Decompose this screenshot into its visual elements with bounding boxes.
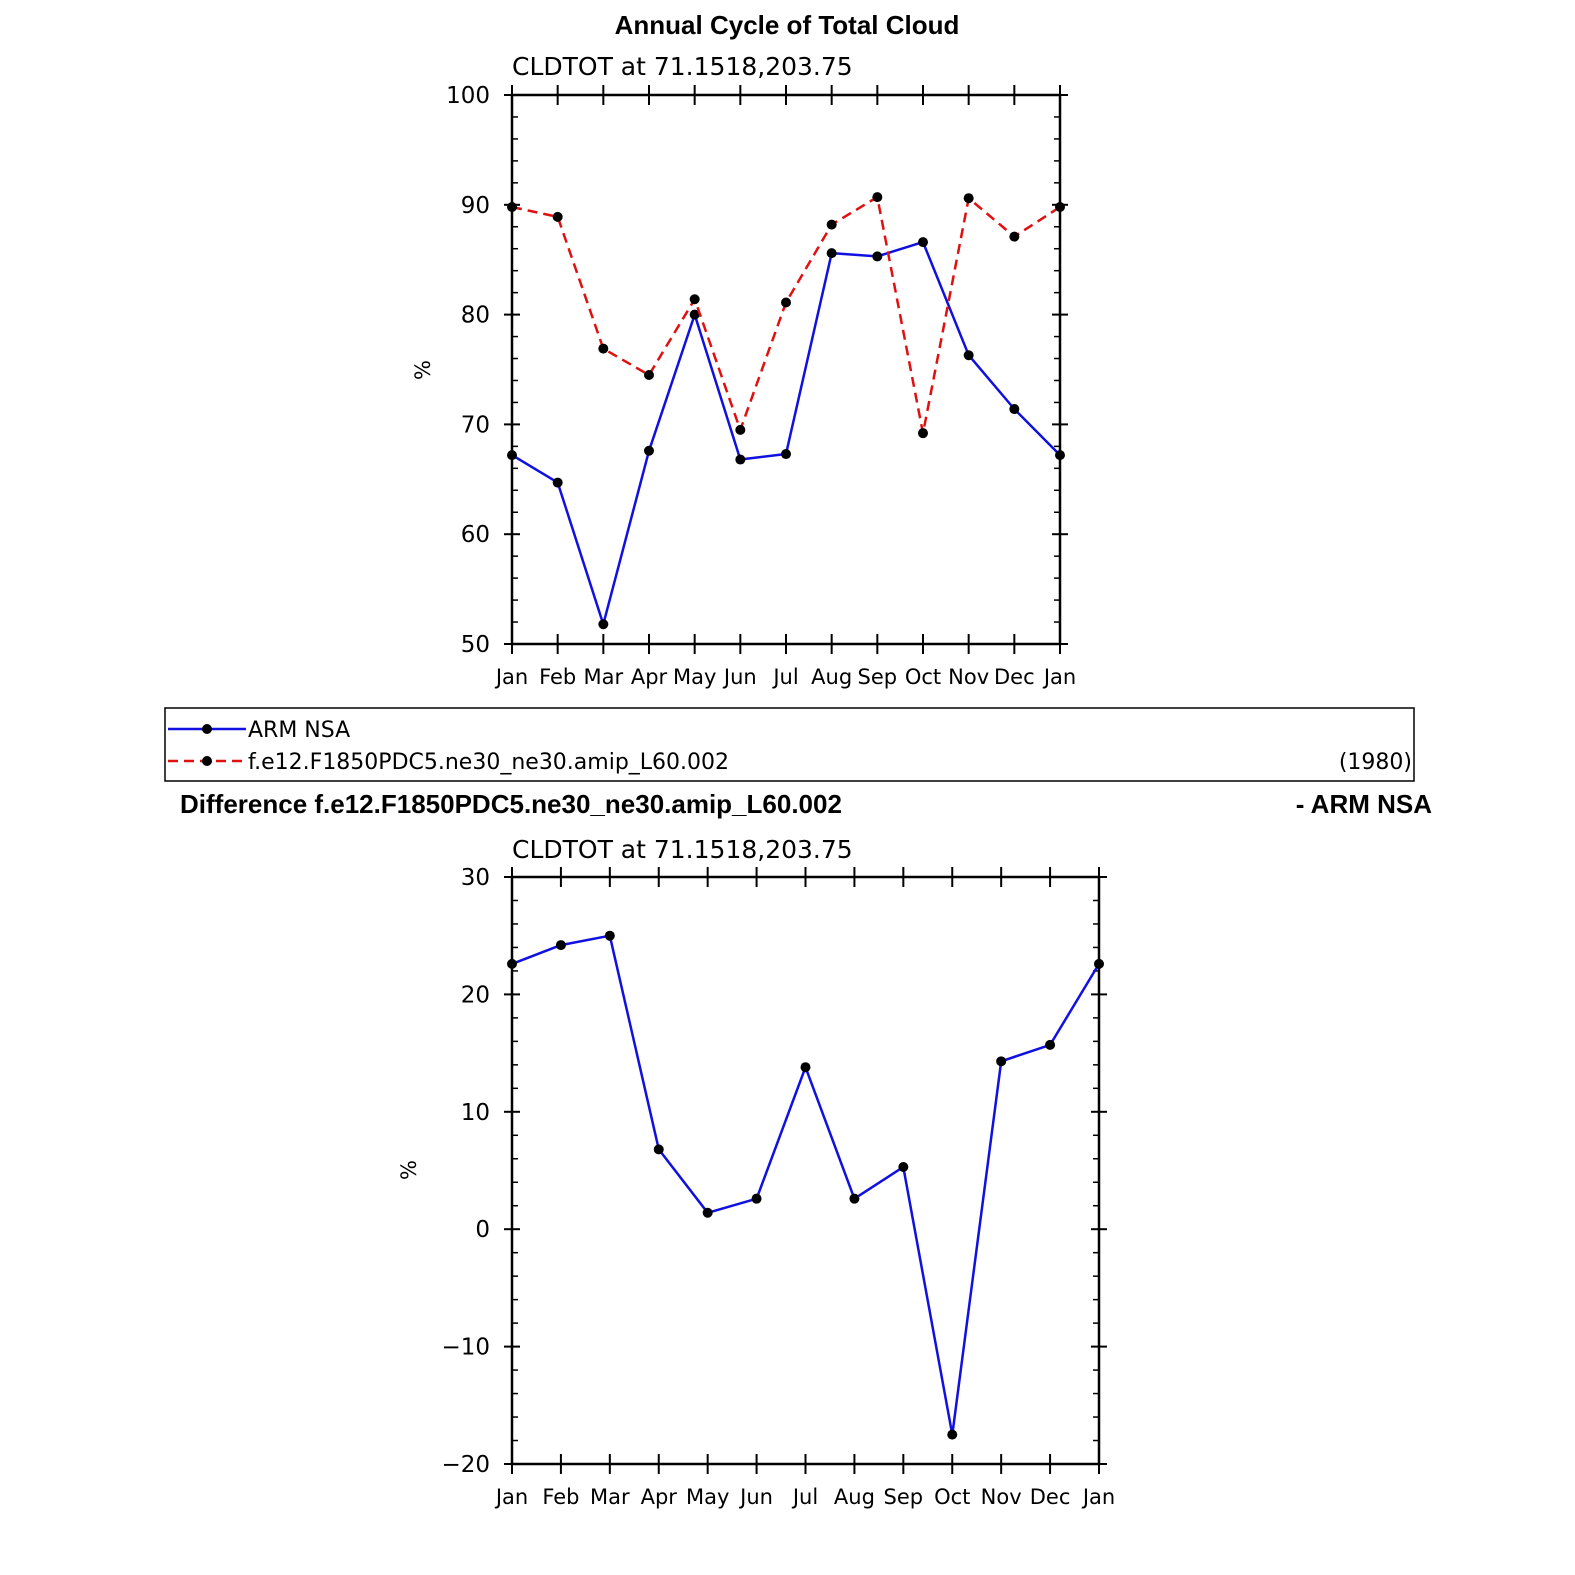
data-point-1 bbox=[918, 428, 928, 439]
data-point-0 bbox=[781, 449, 791, 460]
x-tick-label: Jan bbox=[1081, 1485, 1115, 1509]
x-tick-label: Sep bbox=[858, 665, 898, 689]
y-tick-label: 30 bbox=[461, 865, 490, 891]
data-point-0 bbox=[1045, 1039, 1056, 1050]
data-point-0 bbox=[689, 309, 700, 320]
x-tick-label: Dec bbox=[994, 665, 1035, 689]
data-point-1 bbox=[507, 201, 517, 212]
data-point-0 bbox=[918, 237, 928, 248]
series-line-1 bbox=[511, 195, 1061, 435]
x-tick-label: Mar bbox=[590, 1485, 630, 1509]
y-tick-label: 10 bbox=[461, 1100, 490, 1126]
data-point-1 bbox=[598, 343, 609, 354]
x-tick-label: Feb bbox=[539, 665, 576, 689]
plot-frame bbox=[510, 93, 1062, 646]
data-point-0 bbox=[751, 1193, 762, 1204]
y-tick-label: 90 bbox=[461, 193, 490, 219]
data-point-1 bbox=[1055, 201, 1065, 212]
x-tick-label: Jan bbox=[1042, 665, 1076, 689]
legend-box bbox=[164, 707, 1415, 782]
data-point-0 bbox=[653, 1144, 664, 1155]
x-tick-label: Nov bbox=[981, 1485, 1022, 1509]
data-point-1 bbox=[735, 424, 746, 435]
legend-year: (1980) bbox=[1339, 750, 1412, 775]
data-point-1 bbox=[644, 369, 654, 380]
series-line-0 bbox=[511, 934, 1101, 1436]
data-point-0 bbox=[800, 1062, 811, 1073]
data-point-1 bbox=[1009, 231, 1020, 242]
data-point-0 bbox=[963, 350, 974, 361]
bottom-chart: −20 −10 0 10 20 30 Jan Feb Mar Apr May Jun Jul Aug Sep… bbox=[397, 865, 1115, 1509]
legend: ARM NSA f.e12.F1850PDC5.ne30_ne30.amip_L… bbox=[164, 707, 1415, 782]
x-tick-label: Aug bbox=[811, 665, 852, 689]
data-point-0 bbox=[996, 1056, 1007, 1067]
y-tick-label: 0 bbox=[475, 1217, 490, 1243]
y-tick-label: −10 bbox=[441, 1335, 490, 1361]
x-tick-label: Aug bbox=[834, 1485, 875, 1509]
data-point-0 bbox=[1009, 404, 1020, 415]
data-point-1 bbox=[826, 219, 837, 230]
x-tick-label: Jan bbox=[494, 665, 528, 689]
x-tick-label: Oct bbox=[905, 665, 941, 689]
y-axis-label: % bbox=[411, 360, 435, 380]
data-point-0 bbox=[604, 930, 615, 941]
x-tick-label: Jul bbox=[771, 665, 798, 689]
data-point-0 bbox=[898, 1161, 909, 1172]
data-point-0 bbox=[872, 251, 883, 262]
y-axis-label: % bbox=[397, 1160, 421, 1180]
data-point-0 bbox=[1055, 450, 1065, 461]
x-tick-label: Nov bbox=[948, 665, 989, 689]
data-point-0 bbox=[1094, 958, 1104, 969]
bottom-chart-subtitle: CLDTOT at 71.1518,203.75 bbox=[512, 835, 853, 864]
x-tick-label: Mar bbox=[584, 665, 624, 689]
x-tick-label: Jun bbox=[722, 665, 757, 689]
legend-label-obs: ARM NSA bbox=[248, 718, 350, 743]
difference-title-right: - ARM NSA bbox=[1296, 789, 1432, 819]
x-tick-label: Apr bbox=[631, 665, 668, 689]
x-tick-label: May bbox=[686, 1485, 729, 1509]
y-tick-label: 60 bbox=[461, 522, 490, 548]
data-point-0 bbox=[702, 1207, 713, 1218]
legend-marker-obs bbox=[202, 724, 212, 734]
data-point-0 bbox=[849, 1193, 860, 1204]
data-point-0 bbox=[598, 619, 609, 630]
y-tick-label: 50 bbox=[461, 632, 490, 658]
y-tick-label: 20 bbox=[461, 982, 490, 1008]
figure-title: Annual Cycle of Total Cloud bbox=[615, 10, 960, 40]
data-point-0 bbox=[947, 1429, 958, 1440]
top-chart-subtitle: CLDTOT at 71.1518,203.75 bbox=[512, 52, 853, 81]
x-tick-label: Jun bbox=[738, 1485, 773, 1509]
x-tick-label: Feb bbox=[542, 1485, 579, 1509]
data-point-1 bbox=[872, 192, 883, 203]
data-point-0 bbox=[644, 445, 654, 456]
data-point-0 bbox=[552, 477, 563, 488]
data-point-0 bbox=[555, 940, 566, 951]
top-chart: 50 60 70 80 90 100 Jan Feb Mar Apr May Jun Jul Aug Sep… bbox=[411, 83, 1076, 689]
difference-title-left: Difference f.e12.F1850PDC5.ne30_ne30.ami… bbox=[180, 789, 842, 819]
y-tick-label: 80 bbox=[461, 303, 490, 329]
x-tick-label: Apr bbox=[641, 1485, 678, 1509]
x-tick-label: May bbox=[673, 665, 716, 689]
data-point-0 bbox=[507, 450, 517, 461]
data-point-0 bbox=[826, 248, 837, 259]
data-point-1 bbox=[781, 297, 791, 308]
data-point-0 bbox=[507, 958, 517, 969]
data-point-1 bbox=[963, 193, 974, 204]
y-tick-label: 70 bbox=[461, 412, 490, 438]
x-tick-label: Jan bbox=[494, 1485, 528, 1509]
legend-marker-model bbox=[202, 756, 212, 766]
y-tick-label: −20 bbox=[441, 1452, 490, 1478]
x-tick-label: Dec bbox=[1030, 1485, 1071, 1509]
plot-frame bbox=[510, 875, 1101, 1466]
x-tick-label: Jul bbox=[791, 1485, 818, 1509]
data-point-1 bbox=[552, 211, 563, 222]
data-point-1 bbox=[689, 294, 700, 305]
data-point-0 bbox=[735, 454, 746, 465]
legend-label-model: f.e12.F1850PDC5.ne30_ne30.amip_L60.002 bbox=[248, 750, 729, 775]
y-tick-label: 100 bbox=[446, 83, 490, 109]
x-tick-label: Oct bbox=[934, 1485, 970, 1509]
x-tick-label: Sep bbox=[884, 1485, 924, 1509]
